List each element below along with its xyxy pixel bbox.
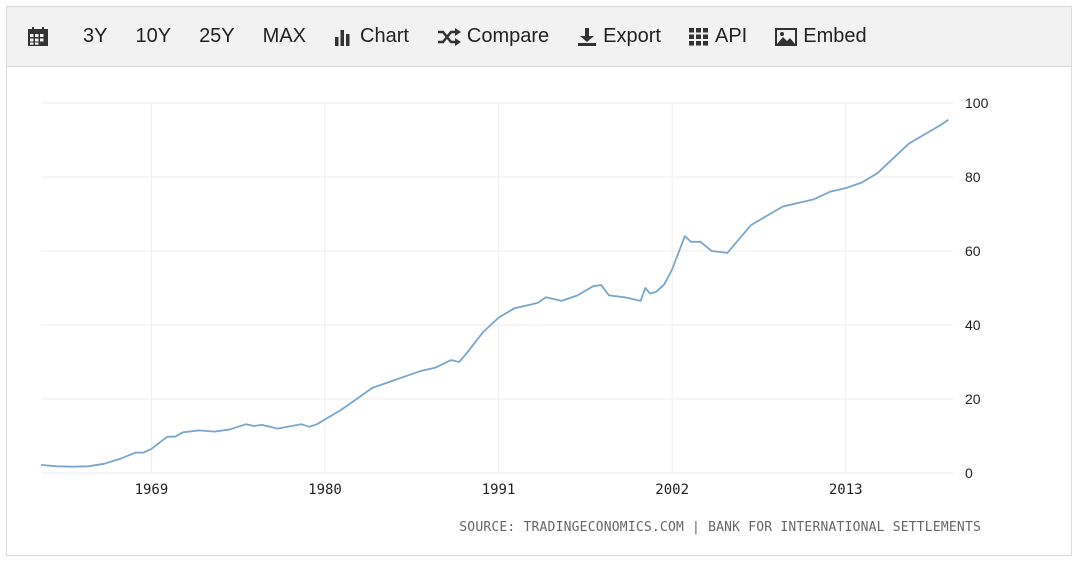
image-icon xyxy=(775,27,798,46)
grid-icon xyxy=(688,27,709,46)
source-text: SOURCE: TRADINGECONOMICS.COM | BANK FOR … xyxy=(459,520,981,535)
embed-button-label: Embed xyxy=(803,25,867,47)
api-button-label: API xyxy=(714,25,748,47)
chart-area: 0 20 40 60 80 100 1969 1980 1991 2002 2013 SOURCE:… xyxy=(7,68,1071,556)
range-25y-button[interactable]: 25Y xyxy=(199,25,235,47)
chart-frame: 3Y 10Y 25Y MAX Chart xyxy=(6,6,1072,556)
calendar-icon xyxy=(27,26,49,47)
calendar-button[interactable] xyxy=(19,17,69,57)
range-10y-button[interactable]: 10Y xyxy=(135,25,172,47)
chart-button-label: Chart xyxy=(360,25,409,47)
line-chart: 0 20 40 60 80 100 1969 1980 1991 2002 2013 xyxy=(40,95,989,498)
bar-chart-icon xyxy=(334,28,354,46)
x-tick-label: 1991 xyxy=(482,482,516,498)
y-tick-label: 60 xyxy=(965,243,981,259)
x-tick-label: 1980 xyxy=(308,482,342,498)
y-tick-label: 100 xyxy=(965,95,989,111)
api-button[interactable]: API xyxy=(675,17,761,57)
shuffle-icon xyxy=(437,27,461,46)
compare-button[interactable]: Compare xyxy=(423,17,563,57)
download-icon xyxy=(577,27,597,47)
embed-button[interactable]: Embed xyxy=(761,17,880,57)
export-button[interactable]: Export xyxy=(563,17,675,57)
y-tick-label: 0 xyxy=(965,465,973,481)
x-tick-label: 2002 xyxy=(655,482,689,498)
range-3y-button[interactable]: 3Y xyxy=(83,25,108,47)
series-line xyxy=(40,118,949,468)
chart-button[interactable]: Chart xyxy=(320,17,423,57)
x-tick-label: 2013 xyxy=(829,482,863,498)
x-tick-label: 1969 xyxy=(135,482,169,498)
y-tick-label: 80 xyxy=(965,169,981,185)
toolbar: 3Y 10Y 25Y MAX Chart xyxy=(7,7,1071,67)
range-max-button[interactable]: MAX xyxy=(262,25,306,47)
y-tick-label: 20 xyxy=(965,391,981,407)
compare-button-label: Compare xyxy=(466,25,550,47)
export-button-label: Export xyxy=(603,25,661,47)
y-tick-label: 40 xyxy=(965,317,981,333)
